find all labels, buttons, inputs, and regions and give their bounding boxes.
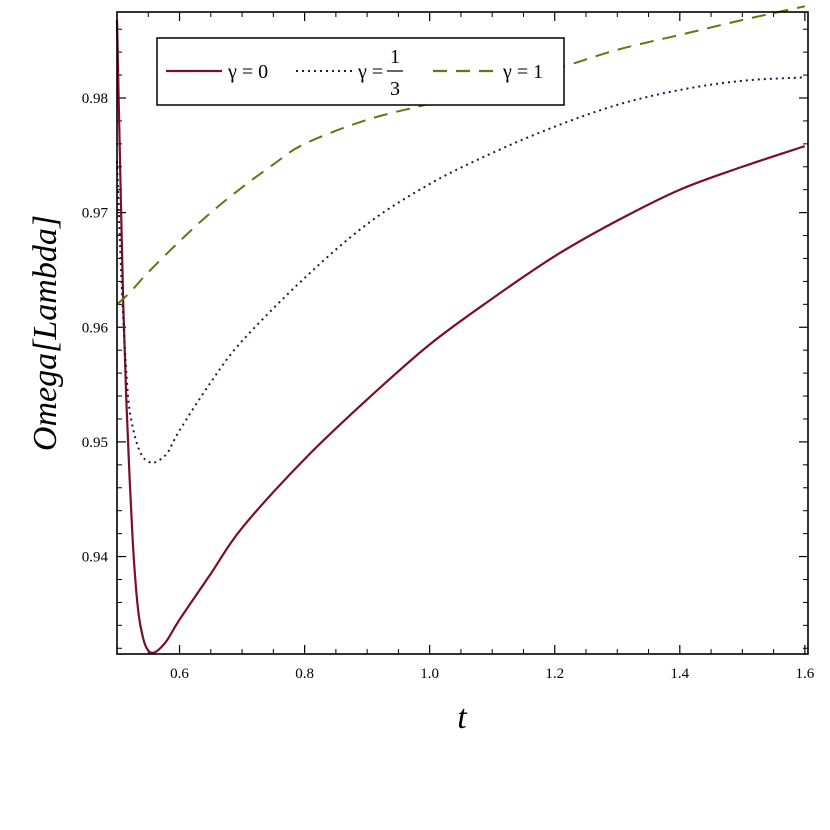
- y-tick-label: 0.97: [82, 206, 109, 222]
- x-tick-label: 1.4: [670, 666, 689, 682]
- legend-label-gamma-0: γ = 0: [227, 61, 268, 83]
- series-line-gamma-third: [116, 76, 805, 465]
- x-axis-title: t: [457, 699, 468, 736]
- legend-fraction-denominator: 3: [390, 78, 400, 100]
- x-tick-label: 0.6: [170, 666, 189, 682]
- y-tick-label: 0.95: [82, 435, 108, 451]
- legend-label-gamma-1: γ = 1: [502, 61, 543, 83]
- series-layer: [115, 5, 806, 654]
- x-tick-label: 0.8: [295, 666, 314, 682]
- series-line-gamma-0: [115, 20, 806, 654]
- plot-frame: [116, 11, 809, 655]
- y-tick-label: 0.98: [82, 91, 108, 107]
- legend-fraction-numerator: 1: [390, 46, 400, 68]
- y-tick-label: 0.94: [82, 550, 109, 566]
- legend-box: [156, 37, 565, 106]
- legend-label-gamma-third: γ =: [357, 61, 383, 83]
- x-tick-label: 1.0: [420, 666, 439, 682]
- legend: γ = 0 γ = 1 3 γ = 1: [156, 37, 565, 106]
- series-line-gamma-1: [116, 5, 806, 306]
- y-tick-label: 0.96: [82, 320, 109, 336]
- x-tick-label: 1.2: [545, 666, 564, 682]
- x-tick-label: 1.6: [795, 666, 814, 682]
- y-axis-title: Omega[Lambda]: [27, 215, 64, 451]
- tick-labels: 0.6 0.8 1.0 1.2 1.4 1.6 0.94 0.95 0.96 0.97 0.98: [82, 91, 815, 682]
